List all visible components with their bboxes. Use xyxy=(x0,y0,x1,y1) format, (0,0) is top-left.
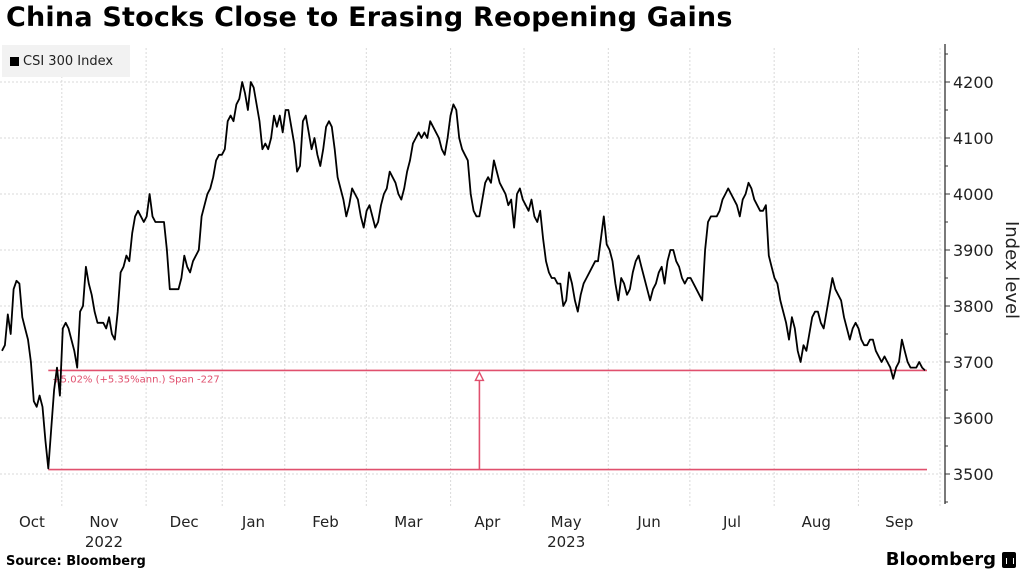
annotation-label: +5.02% (+5.35%ann.) Span -227 xyxy=(52,374,219,385)
y-axis-title: Index level xyxy=(1001,221,1022,319)
x-tick-label: Jul xyxy=(722,513,741,531)
x-tick-label: Dec xyxy=(170,513,199,531)
y-tick-label: 3600 xyxy=(953,409,994,428)
legend-swatch xyxy=(10,56,19,66)
y-tick-label: 3900 xyxy=(953,241,994,260)
bloomberg-chart-icon xyxy=(1002,551,1016,568)
legend: CSI 300 Index xyxy=(2,45,130,77)
x-tick-label: Aug xyxy=(802,513,831,531)
y-tick-label: 3700 xyxy=(953,353,994,372)
x-tick-label: May xyxy=(551,513,582,531)
brand-logo: Bloomberg xyxy=(886,549,1016,570)
x-tick-label: Apr xyxy=(474,513,501,531)
y-tick-label: 4100 xyxy=(953,129,994,148)
x-tick-label: Mar xyxy=(394,513,423,531)
brand-name: Bloomberg xyxy=(885,549,996,570)
series-line-csi-300 xyxy=(1,81,926,470)
y-tick-label: 4200 xyxy=(953,73,994,92)
y-tick-label: 3800 xyxy=(953,297,994,316)
source-note: Source: Bloomberg xyxy=(6,554,146,569)
x-tick-label: Jun xyxy=(636,513,660,531)
legend-label: CSI 300 Index xyxy=(23,53,114,69)
chart-title: China Stocks Close to Erasing Reopening … xyxy=(6,2,733,33)
x-tick-label: Oct xyxy=(19,513,45,531)
x-year-label: 2022 xyxy=(85,533,123,551)
x-tick-label: Nov xyxy=(89,513,118,531)
y-tick-label: 4000 xyxy=(953,185,994,204)
x-tick-label: Feb xyxy=(312,513,339,531)
annotation-arrow-icon xyxy=(474,370,485,382)
x-year-label: 2023 xyxy=(547,533,585,551)
y-tick-label: 3500 xyxy=(953,465,994,484)
x-tick-label: Jan xyxy=(241,513,265,531)
x-tick-label: Sep xyxy=(885,513,913,531)
